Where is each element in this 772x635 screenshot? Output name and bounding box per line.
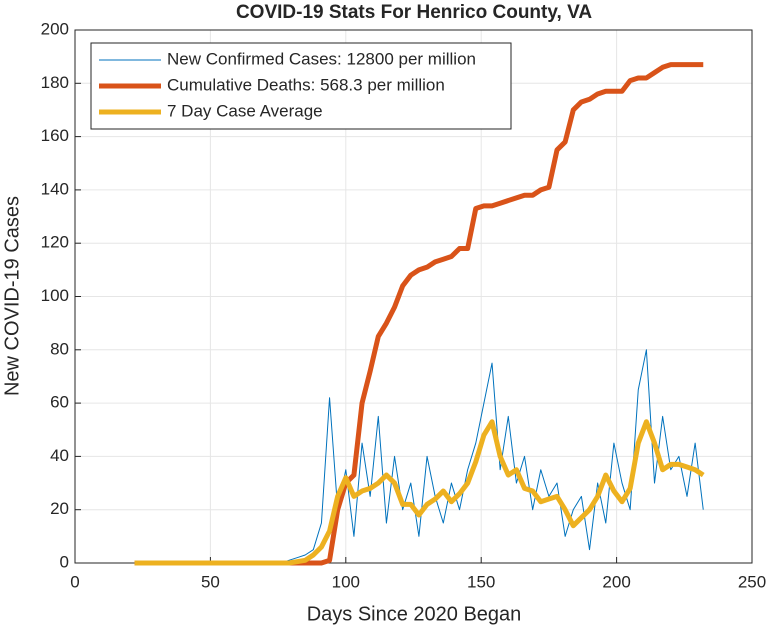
y-axis-label: New COVID-19 Cases bbox=[1, 196, 23, 396]
y-tick-label: 100 bbox=[41, 286, 69, 305]
legend: New Confirmed Cases: 12800 per million Cu… bbox=[90, 42, 512, 130]
legend-label: Cumulative Deaths: 568.3 per million bbox=[167, 75, 445, 94]
chart-title: COVID-19 Stats For Henrico County, VA bbox=[236, 2, 592, 23]
x-tick-label: 200 bbox=[602, 572, 630, 591]
y-tick-label: 180 bbox=[41, 73, 69, 92]
plot-frame bbox=[74, 29, 753, 564]
y-tick-label: 120 bbox=[41, 233, 69, 252]
y-tick-label: 40 bbox=[50, 446, 69, 465]
y-tick-label: 200 bbox=[41, 19, 69, 38]
y-tick-label: 60 bbox=[50, 393, 69, 412]
x-tick-label: 100 bbox=[332, 572, 360, 591]
x-axis-label: Days Since 2020 Began bbox=[307, 603, 522, 625]
legend-label: 7 Day Case Average bbox=[167, 101, 323, 120]
x-tick-label: 0 bbox=[70, 572, 79, 591]
x-tick-label: 250 bbox=[738, 572, 766, 591]
x-tick-label: 150 bbox=[467, 572, 495, 591]
x-tick-label: 50 bbox=[201, 572, 220, 591]
y-tick-label: 80 bbox=[50, 339, 69, 358]
y-tick-label: 140 bbox=[41, 179, 69, 198]
y-tick-label: 160 bbox=[41, 126, 69, 145]
y-tick-label: 20 bbox=[50, 499, 69, 518]
legend-label: New Confirmed Cases: 12800 per million bbox=[167, 49, 476, 68]
series-line bbox=[134, 419, 705, 566]
y-tick-label: 0 bbox=[60, 552, 69, 571]
